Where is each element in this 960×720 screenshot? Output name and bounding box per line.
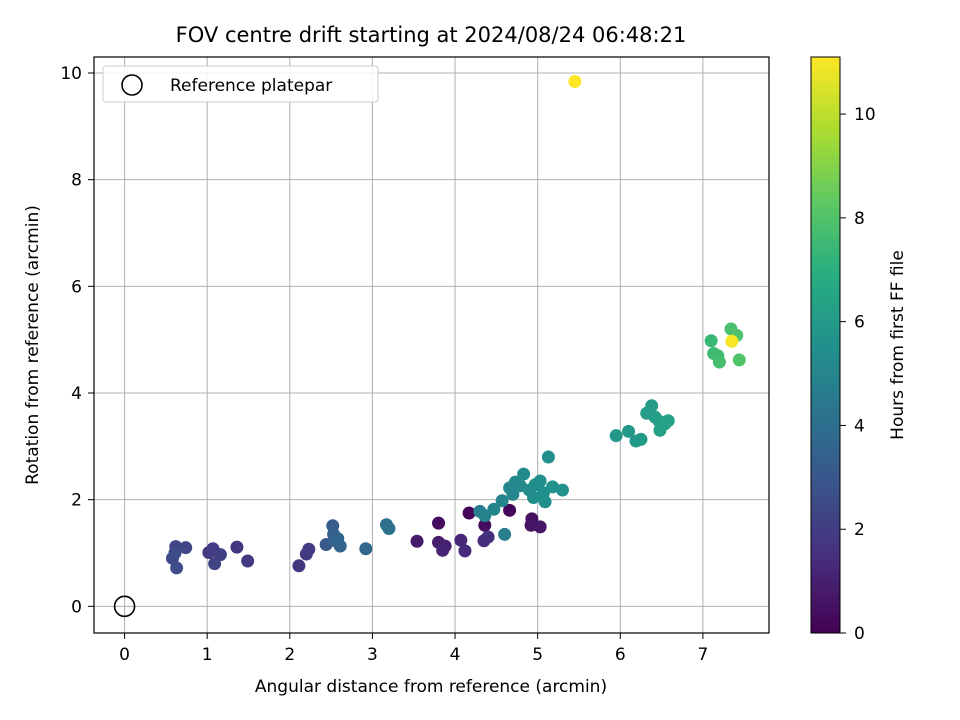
y-axis-label: Rotation from reference (arcmin) <box>23 205 43 485</box>
y-tick-label: 10 <box>60 64 82 84</box>
chart-title: FOV centre drift starting at 2024/08/24 … <box>176 23 687 47</box>
data-point <box>498 527 512 541</box>
data-point <box>478 509 492 523</box>
colorbar-ticks: 0 2 4 6 8 10 <box>840 105 876 644</box>
y-tick-label: 2 <box>71 491 82 511</box>
x-tick-label: 6 <box>615 645 626 665</box>
legend-box <box>102 65 379 103</box>
data-point <box>555 483 569 497</box>
data-point <box>292 559 306 573</box>
data-point <box>168 546 182 560</box>
data-point <box>704 334 718 348</box>
y-tick-label: 6 <box>71 277 82 297</box>
data-point <box>546 480 560 494</box>
data-point <box>661 414 675 428</box>
data-point <box>634 432 648 446</box>
plot-frame <box>93 56 770 634</box>
data-point <box>359 542 373 556</box>
data-point <box>533 520 547 534</box>
data-point <box>495 494 509 508</box>
colorbar-label: Hours from first FF file <box>888 250 908 440</box>
data-points <box>165 75 746 575</box>
data-point <box>533 474 547 488</box>
data-point <box>241 554 255 568</box>
data-point <box>410 534 424 548</box>
x-tick-label: 5 <box>532 645 543 665</box>
y-tick-label: 0 <box>71 597 82 617</box>
data-point <box>454 533 468 547</box>
data-point <box>712 355 726 369</box>
data-point <box>333 539 347 553</box>
data-point <box>462 506 476 520</box>
data-point <box>527 491 541 505</box>
data-point <box>609 429 623 443</box>
data-point <box>568 75 582 89</box>
y-tick-label: 8 <box>71 171 82 191</box>
data-point <box>179 541 193 555</box>
legend: Reference platepar <box>102 65 379 103</box>
x-axis-label: Angular distance from reference (arcmin) <box>255 677 607 697</box>
data-point <box>458 544 472 558</box>
colorbar-tick-label: 0 <box>854 624 865 644</box>
y-axis: 0 2 4 6 8 10 <box>60 64 94 617</box>
x-tick-label: 7 <box>697 645 708 665</box>
reference-marker <box>113 595 136 618</box>
y-tick-label: 4 <box>71 384 82 404</box>
data-point <box>170 561 184 575</box>
x-tick-label: 0 <box>119 645 130 665</box>
colorbar-gradient <box>810 56 841 634</box>
data-point <box>302 542 316 556</box>
data-point <box>517 467 531 481</box>
data-point <box>382 521 396 535</box>
x-tick-label: 3 <box>367 645 378 665</box>
data-point <box>481 530 495 544</box>
data-point <box>725 334 739 348</box>
colorbar-tick-label: 6 <box>854 313 865 333</box>
colorbar-tick-label: 2 <box>854 520 865 540</box>
x-tick-label: 2 <box>284 645 295 665</box>
legend-entry-reference: Reference platepar <box>170 76 332 96</box>
data-point <box>732 353 746 367</box>
data-point <box>538 495 552 509</box>
grid-lines <box>94 57 769 633</box>
colorbar-tick-label: 8 <box>854 209 865 229</box>
data-point <box>645 399 659 413</box>
colorbar-tick-label: 10 <box>854 105 876 125</box>
x-tick-label: 1 <box>202 645 213 665</box>
data-point <box>208 557 222 571</box>
colorbar: 0 2 4 6 8 10 Hours from first FF file <box>810 56 908 644</box>
data-point <box>432 516 446 530</box>
data-point <box>541 450 555 464</box>
data-point <box>436 543 450 557</box>
colorbar-tick-label: 4 <box>854 416 865 436</box>
data-point <box>487 502 501 516</box>
data-point <box>503 503 517 517</box>
x-tick-label: 4 <box>450 645 461 665</box>
data-point <box>478 518 492 532</box>
data-point <box>230 540 244 554</box>
data-point <box>622 424 636 438</box>
legend-marker-icon <box>121 74 143 96</box>
x-axis: 0 1 2 3 4 5 6 7 <box>119 633 708 665</box>
